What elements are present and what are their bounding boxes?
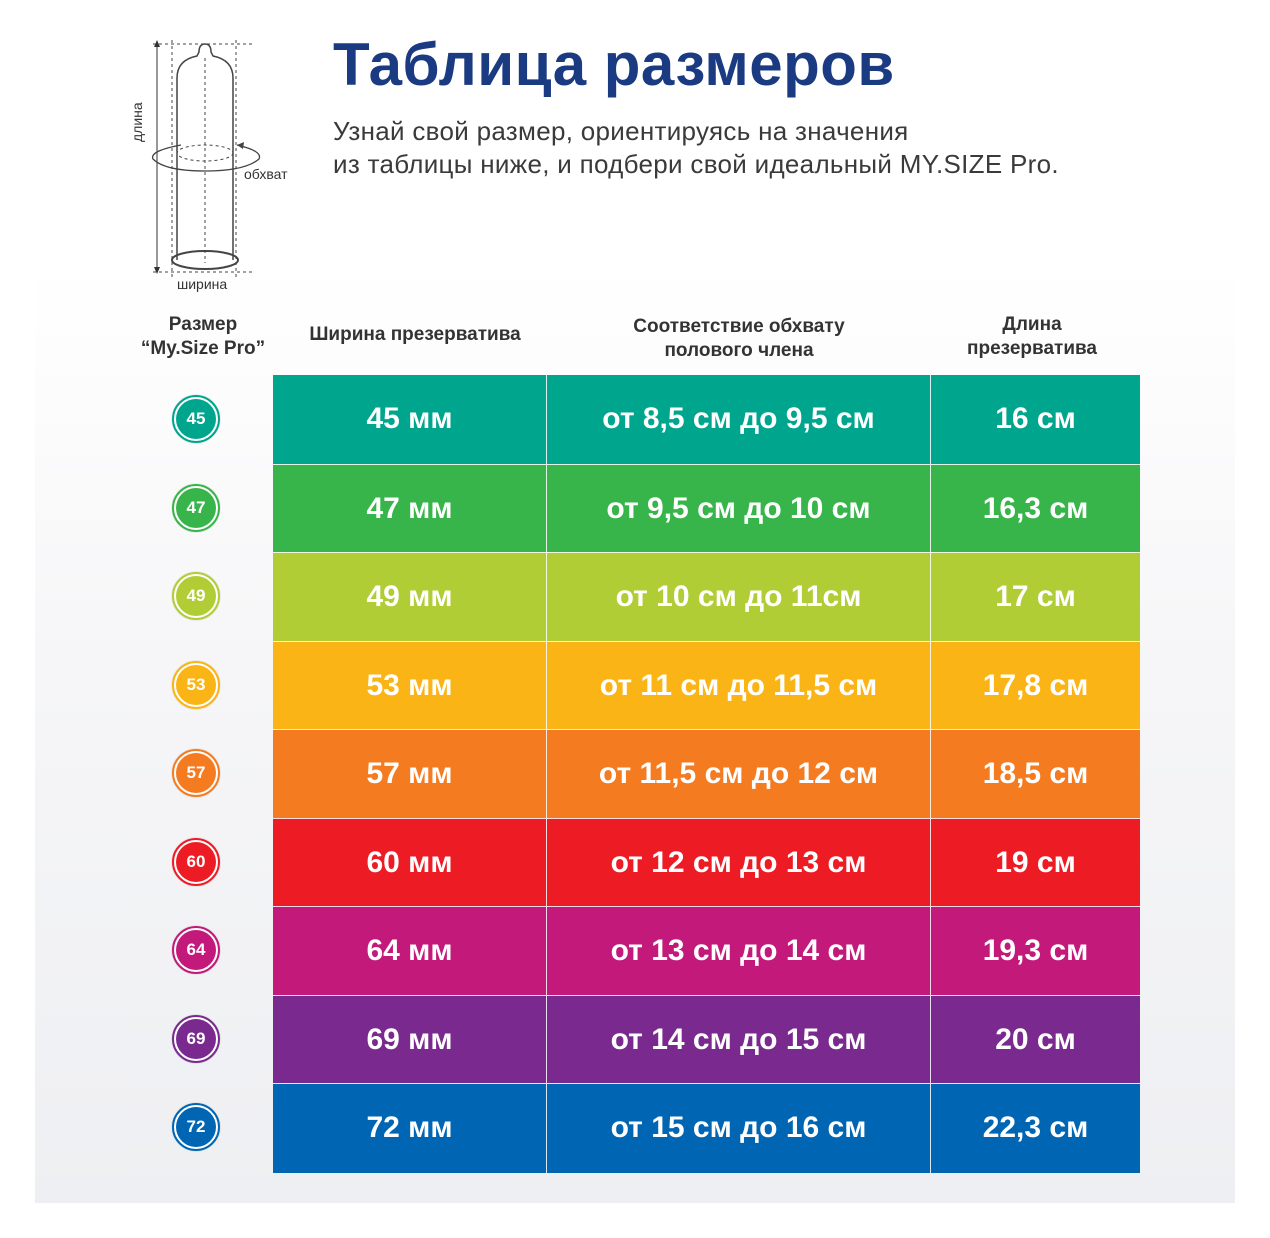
- width-cell: 60 мм: [273, 818, 547, 907]
- size-badge-label: 47: [176, 487, 216, 528]
- size-badge-label: 72: [176, 1107, 216, 1148]
- length-cell: 18,5 см: [982, 757, 1089, 791]
- size-badge-label: 49: [176, 576, 216, 617]
- width-label: ширина: [177, 276, 228, 292]
- size-badge: 49: [172, 572, 220, 621]
- girth-cell: от 15 см до 16 см: [547, 1084, 931, 1173]
- girth-cell: от 11 см до 11,5 см: [547, 641, 931, 730]
- girth-cell: от 11,5 см до 12 см: [547, 730, 931, 819]
- width-cell: 49 мм: [273, 553, 547, 642]
- girth-cell: от 14 см до 15 см: [547, 995, 931, 1084]
- length-cell: 17 см: [995, 580, 1076, 614]
- size-badge: 57: [172, 749, 220, 798]
- size-badge: 60: [172, 837, 220, 886]
- table-row: 72 мм от 15 см до 16 см 22,3 см: [273, 1083, 1140, 1173]
- table-row: 47 мм от 9,5 см до 10 см 16,3 см: [273, 463, 1140, 553]
- size-badge: 45: [172, 395, 220, 444]
- width-cell: 53 мм: [273, 641, 547, 730]
- girth-cell: от 12 см до 13 см: [547, 818, 931, 907]
- column-header-width: Ширина презерватива: [309, 324, 521, 345]
- size-badge: 53: [172, 660, 220, 709]
- length-cell: 16,3 см: [982, 491, 1089, 525]
- condom-outline-icon: [151, 40, 261, 278]
- size-badge-label: 53: [176, 664, 216, 705]
- girth-cell: от 8,5 см до 9,5 см: [547, 375, 931, 464]
- width-cell: 57 мм: [273, 730, 547, 819]
- size-badge-label: 60: [176, 841, 216, 882]
- girth-cell: от 9,5 см до 10 см: [547, 464, 931, 553]
- girth-label: обхват: [244, 166, 288, 182]
- size-badge-label: 57: [176, 753, 216, 794]
- width-cell: 64 мм: [273, 907, 547, 996]
- length-cell: 19,3 см: [982, 934, 1089, 968]
- table-row: 57 мм от 11,5 см до 12 см 18,5 см: [273, 729, 1140, 819]
- column-header-size-line-1: Размер: [168, 314, 238, 335]
- size-diagram: длина обхват ширина: [125, 38, 315, 300]
- page-title: Таблица размеров: [333, 31, 895, 98]
- length-cell: 22,3 см: [982, 1111, 1089, 1145]
- column-header-size-line-2: “My.Size Pro”: [140, 338, 266, 359]
- subtitle-line-2: из таблицы ниже, и подбери свой идеальны…: [333, 149, 1059, 179]
- column-header-length-line-2: презерватива: [967, 338, 1097, 359]
- column-header-girth: Соответствие обхвату полового члена: [548, 315, 930, 363]
- width-cell: 47 мм: [273, 464, 547, 553]
- table-row: 60 мм от 12 см до 13 см 19 см: [273, 817, 1140, 907]
- page-subtitle: Узнай свой размер, ориентируясь на значе…: [333, 115, 1213, 181]
- column-header-length-line-1: Длина: [1002, 314, 1062, 335]
- table-row: 69 мм от 14 см до 15 см 20 см: [273, 994, 1140, 1084]
- length-label: длина: [129, 102, 145, 142]
- column-header-size: Размер “My.Size Pro”: [126, 313, 280, 361]
- column-header-length: Длина презерватива: [932, 313, 1132, 361]
- girth-cell: от 10 см до 11см: [547, 553, 931, 642]
- girth-cell: от 13 см до 14 см: [547, 907, 931, 996]
- width-cell: 45 мм: [273, 375, 547, 464]
- column-header-girth-line-2: полового члена: [664, 340, 814, 361]
- size-badge: 72: [172, 1103, 220, 1152]
- width-cell: 69 мм: [273, 995, 547, 1084]
- size-badge: 69: [172, 1014, 220, 1063]
- length-cell: 17,8 см: [982, 668, 1089, 702]
- size-badge-label: 64: [176, 930, 216, 971]
- table-row: 64 мм от 13 см до 14 см 19,3 см: [273, 906, 1140, 996]
- length-cell: 16 см: [995, 402, 1076, 436]
- size-badge: 47: [172, 483, 220, 532]
- width-cell: 72 мм: [273, 1084, 547, 1173]
- size-badge-label: 69: [176, 1018, 216, 1059]
- column-header-girth-line-1: Соответствие обхвату: [633, 316, 845, 337]
- size-badge: 64: [172, 926, 220, 975]
- table-row: 49 мм от 10 см до 11см 17 см: [273, 552, 1140, 642]
- size-badge-label: 45: [176, 399, 216, 440]
- length-cell: 19 см: [995, 845, 1076, 879]
- subtitle-line-1: Узнай свой размер, ориентируясь на значе…: [333, 116, 909, 146]
- table-row: 53 мм от 11 см до 11,5 см 17,8 см: [273, 640, 1140, 730]
- length-cell: 20 см: [995, 1022, 1076, 1056]
- table-row: 45 мм от 8,5 см до 9,5 см 16 см: [273, 375, 1140, 464]
